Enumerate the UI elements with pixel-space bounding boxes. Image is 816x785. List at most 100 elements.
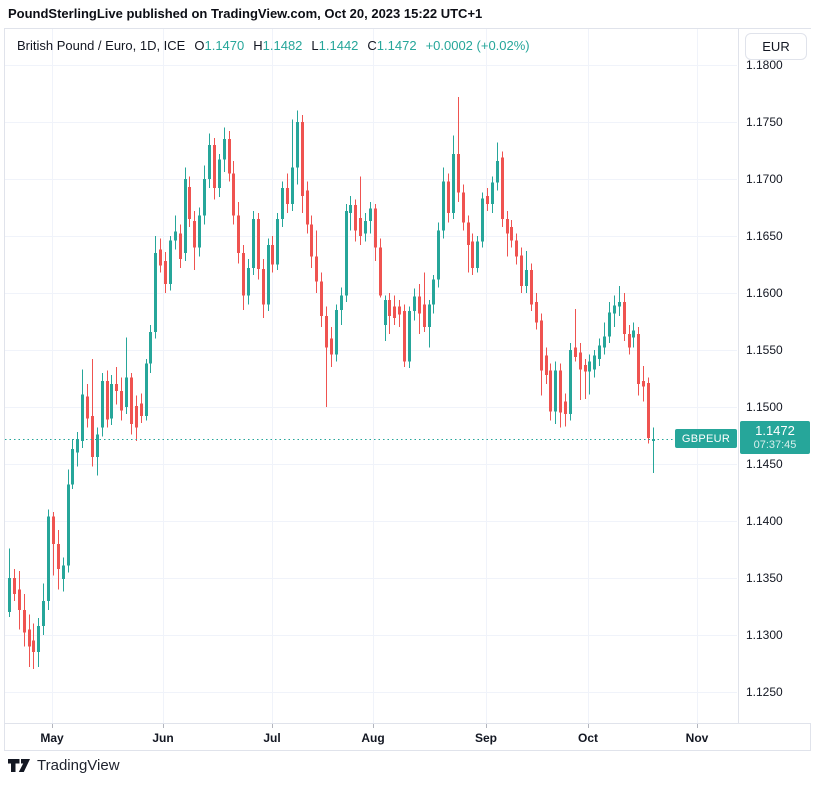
candle-up [496,160,499,183]
candle-up [588,361,591,372]
symbol-legend[interactable]: British Pound / Euro, 1D, ICE O1.1470 H1… [17,37,530,55]
candle-down [388,299,391,316]
candle-down [320,281,323,316]
last-price-value: 1.1472 [755,423,795,439]
candle-up [81,394,84,442]
candle-up [652,438,655,442]
candle-up [291,167,294,205]
candle-down [535,302,538,323]
candle-up [593,355,596,370]
candle-down [623,302,626,335]
candle-down [637,334,640,385]
candle-down [393,306,396,319]
candle-up [125,377,128,407]
candle-up [198,215,201,248]
month-label: Oct [577,731,599,745]
candle-down [140,403,143,417]
candle-down [28,629,31,647]
candle-up [349,205,352,214]
candle-up [247,267,250,296]
candle-down [549,370,552,412]
candle-down [359,217,362,236]
candle-down [457,153,460,193]
candle-down [13,578,16,594]
candle-up [340,295,343,311]
price-tick-label: 1.1300 [746,628,783,642]
candle-down [57,543,60,569]
candle-down [262,269,265,305]
month-label: Jul [263,731,281,745]
time-axis-tick [588,724,589,728]
candle-down [584,364,587,372]
time-axis[interactable]: May Jun Jul Aug Sep Oct Nov [5,723,810,750]
candle-up [603,336,606,348]
close-value: 1.1472 [376,38,417,53]
candle-up [364,221,367,234]
candle-down [23,609,26,633]
candle-up [296,122,299,168]
time-axis-tick [486,724,487,728]
price-tick-label: 1.1750 [746,115,783,129]
candle-down [506,218,509,234]
month-label: Aug [361,731,385,745]
candle-up [67,484,70,566]
ohlc-low: L1.1442 [311,37,358,55]
price-tick-label: 1.1800 [746,58,783,72]
candle-up [437,230,440,280]
tradingview-brand-text: TradingView [37,757,120,774]
candle-up [432,279,435,305]
time-axis-tick [163,724,164,728]
candle-up [554,370,557,412]
candle-down [164,261,167,284]
tradingview-attribution[interactable]: TradingView [8,757,120,774]
candle-down [52,516,55,544]
candle-down [257,218,260,270]
time-axis-tick [373,724,374,728]
candle-up [618,302,621,307]
candle-up [345,210,348,296]
candle-down [130,377,133,425]
currency-unit-button[interactable]: EUR [745,33,807,60]
candle-down [325,315,328,348]
candle-up [267,245,270,305]
candle-down [32,640,35,653]
candle-up [481,198,484,242]
candle-up [452,153,455,214]
candle-down [501,157,504,219]
low-label: L [311,38,319,53]
candle-up [96,434,99,458]
candle-up [569,350,572,414]
candle-up [76,438,79,453]
candle-down [510,226,513,241]
candlestick-chart-canvas[interactable] [5,29,737,723]
candle-down [179,233,182,259]
symbol-title: British Pound / Euro, 1D, ICE [17,38,186,53]
chart-pane[interactable]: British Pound / Euro, 1D, ICE O1.1470 H1… [5,29,737,723]
candle-down [91,416,94,458]
price-axis[interactable]: EUR 1.1800 1.1750 1.1700 1.1650 1.1600 1.1550… [738,29,811,723]
candle-down [315,256,318,282]
publisher-headline: PoundSterlingLive published on TradingVi… [8,6,483,21]
candle-down [18,589,21,610]
candle-down [530,270,533,305]
candle-up [525,270,528,287]
open-value: 1.1470 [204,38,245,53]
candle-down [374,208,377,248]
candle-up [110,384,113,419]
candle-down [574,347,577,357]
candle-down [423,304,426,328]
candle-down [330,338,333,355]
month-label: Jun [152,731,174,745]
candle-down [188,186,191,219]
time-axis-tick [52,724,53,728]
low-value: 1.1442 [318,38,359,53]
high-value: 1.1482 [262,38,303,53]
ohlc-close: C1.1472 [367,37,416,55]
time-axis-tick [697,724,698,728]
price-tick-label: 1.1350 [746,571,783,585]
chart-widget: British Pound / Euro, 1D, ICE O1.1470 H1… [4,28,811,751]
candle-down [564,401,567,414]
candle-up [184,179,187,254]
candle-down [398,306,401,315]
candle-down [418,296,421,314]
